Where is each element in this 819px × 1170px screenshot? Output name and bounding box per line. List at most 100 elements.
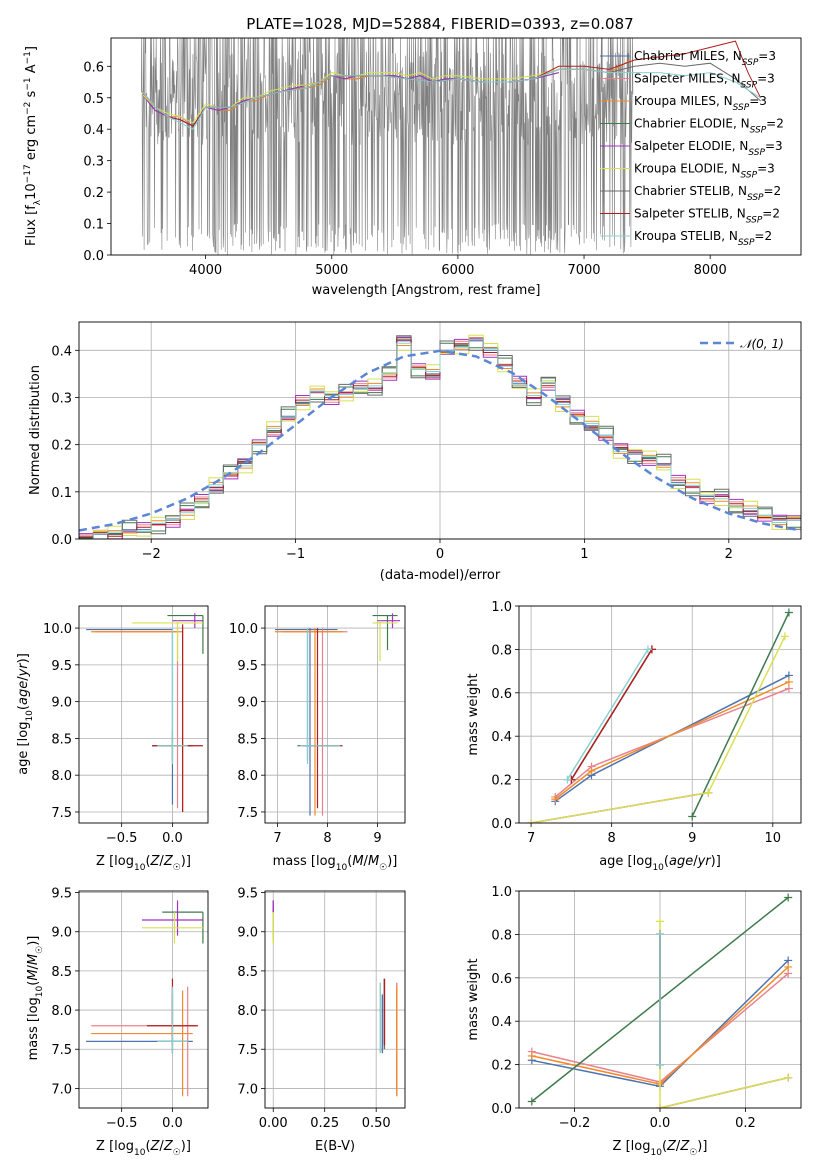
x-tick-label: 9 (373, 831, 381, 846)
y-tick-label: 0.0 (491, 817, 512, 832)
x-tick-label: 8 (323, 831, 331, 846)
weight-series-line (530, 636, 786, 823)
y-axis-label: mass weight (466, 673, 481, 755)
y-tick-label: 0.4 (51, 344, 72, 359)
weight-point (784, 893, 793, 902)
y-tick-label: 0.0 (491, 1102, 512, 1117)
x-axis-label: wavelength [Angstrom, rest frame] (312, 283, 541, 298)
axes-frame (518, 890, 802, 1109)
axes-frame (110, 37, 802, 256)
weight-series-line (554, 674, 790, 802)
plot-area-massweight_vs_Z (527, 893, 793, 1108)
y-tick-label: 9.0 (237, 696, 258, 711)
x-tick-label: 7 (273, 831, 281, 846)
y-tick-label: 7.0 (51, 1082, 72, 1097)
plot-area-residuals (79, 334, 801, 539)
y-tick-label: 0.0 (83, 249, 104, 264)
x-axis-label: Z [log10(Z/Z☉)] (96, 854, 191, 873)
axes-frame (78, 605, 209, 824)
x-tick-label: 5000 (315, 263, 348, 278)
x-tick-label: 10 (765, 831, 782, 846)
weight-point (656, 930, 664, 939)
y-tick-label: 9.0 (51, 926, 72, 941)
y-tick-label: 7.5 (51, 806, 72, 821)
x-tick-label: 4000 (189, 263, 222, 278)
legend-entry: Kroupa MILES, NSSP=3 (634, 94, 767, 113)
x-tick-label: 8000 (694, 263, 727, 278)
x-axis-label: (data-model)/error (380, 568, 501, 583)
weight-point (784, 1073, 793, 1082)
y-tick-label: 8.0 (237, 1004, 258, 1019)
panel-massweight_vs_Z: −0.2 0.0 0.2 0.0 0.2 0.4 0.6 0.8 1.0 Z [log10(Z/Z… (466, 885, 802, 1158)
y-tick-label: 10.0 (43, 622, 72, 637)
weight-point (784, 677, 793, 686)
panel-age_vs_mass: 7 8 9 7.5 8.0 8.5 9.0 9.5 10.0 mass [log10(M/M☉)] (229, 605, 406, 873)
y-tick-label: 0.3 (83, 155, 104, 170)
x-tick-label: 8 (608, 831, 616, 846)
x-axis-label: Z [log10(Z/Z☉)] (613, 1139, 708, 1158)
weight-point (688, 812, 697, 821)
y-axis-label: Flux [fλ10−17 erg cm−2 s−1 A−1] (23, 46, 43, 246)
y-axis-label: mass [log10(M/M☉)] (26, 936, 45, 1061)
y-tick-label: 7.5 (51, 1043, 72, 1058)
x-axis-label: age [log10(age/yr)] (599, 854, 721, 873)
weight-point (784, 962, 793, 971)
axes-frame (264, 890, 406, 1109)
legend-entry: Salpeter ELODIE, NSSP=3 (634, 139, 783, 158)
y-tick-label: 0.5 (83, 92, 104, 107)
y-tick-label: 8.5 (51, 965, 72, 980)
x-tick-label: 0.0 (162, 831, 183, 846)
panel-spectrum: 4000 5000 6000 7000 8000 0.0 0.1 0.2 0.3 0.4 0.5 0.… (23, 37, 802, 298)
y-tick-label: 10.0 (229, 622, 258, 637)
x-tick-label: 0.50 (362, 1116, 391, 1131)
legend-entry: Chabrier ELODIE, NSSP=2 (634, 117, 784, 136)
y-tick-label: 0.1 (83, 218, 104, 233)
y-tick-label: 9.5 (51, 887, 72, 902)
y-tick-label: 0.4 (83, 123, 104, 138)
axes-frame (518, 605, 802, 824)
y-tick-label: 8.5 (51, 732, 72, 747)
legend-entry: Salpeter MILES, NSSP=3 (634, 72, 775, 91)
x-tick-label: 2 (725, 547, 733, 562)
legend-entry: Kroupa STELIB, NSSP=2 (634, 229, 772, 248)
y-tick-label: 0.2 (51, 439, 72, 454)
model-series-line (142, 68, 559, 124)
panel-mass_vs_EBV: 0.00 0.25 0.50 7.0 7.5 8.0 8.5 9.0 9.5 E(B-V) (237, 887, 406, 1154)
y-tick-label: 8.0 (51, 1004, 72, 1019)
observed-spectrum (141, 38, 634, 255)
axes-frame (78, 890, 209, 1109)
panel-residuals: −2 −1 0 1 2 0.0 0.1 0.2 0.3 0.4 (data-model)/error… (28, 321, 802, 583)
x-axis-label: Z [log10(Z/Z☉)] (96, 1139, 191, 1158)
x-tick-label: 0.2 (735, 1116, 756, 1131)
x-tick-label: 9 (688, 831, 696, 846)
y-tick-label: 0.4 (491, 730, 512, 745)
y-tick-label: 8.5 (237, 965, 258, 980)
x-tick-label: 6000 (441, 263, 474, 278)
x-tick-label: 0 (436, 547, 444, 562)
plot-area-age_vs_mass (275, 613, 400, 816)
y-tick-label: 1.0 (491, 600, 512, 615)
figure-title: PLATE=1028, MJD=52884, FIBERID=0393, z=0… (246, 15, 633, 33)
y-tick-label: 0.3 (51, 391, 72, 406)
x-tick-label: −0.2 (559, 1116, 591, 1131)
x-tick-label: −0.5 (106, 1116, 138, 1131)
weight-point (784, 608, 793, 617)
weight-point (643, 645, 652, 654)
weight-point (551, 795, 560, 804)
y-tick-label: 9.5 (237, 659, 258, 674)
x-tick-label: −2 (142, 547, 161, 562)
y-tick-label: 7.5 (237, 1043, 258, 1058)
y-tick-label: 1.0 (491, 885, 512, 900)
y-tick-label: 8.0 (237, 769, 258, 784)
y-tick-label: 0.2 (83, 186, 104, 201)
legend-entry: Chabrier MILES, NSSP=3 (634, 49, 776, 68)
y-tick-label: 9.5 (237, 887, 258, 902)
histogram-step (79, 339, 801, 539)
x-tick-label: 1 (580, 547, 588, 562)
x-tick-label: 0.25 (310, 1116, 339, 1131)
plot-area-age_vs_Z (86, 613, 204, 812)
x-tick-label: 0.0 (162, 1116, 183, 1131)
weight-point (656, 1060, 664, 1069)
weight-series-line (566, 649, 649, 780)
x-tick-label: −0.5 (106, 831, 138, 846)
